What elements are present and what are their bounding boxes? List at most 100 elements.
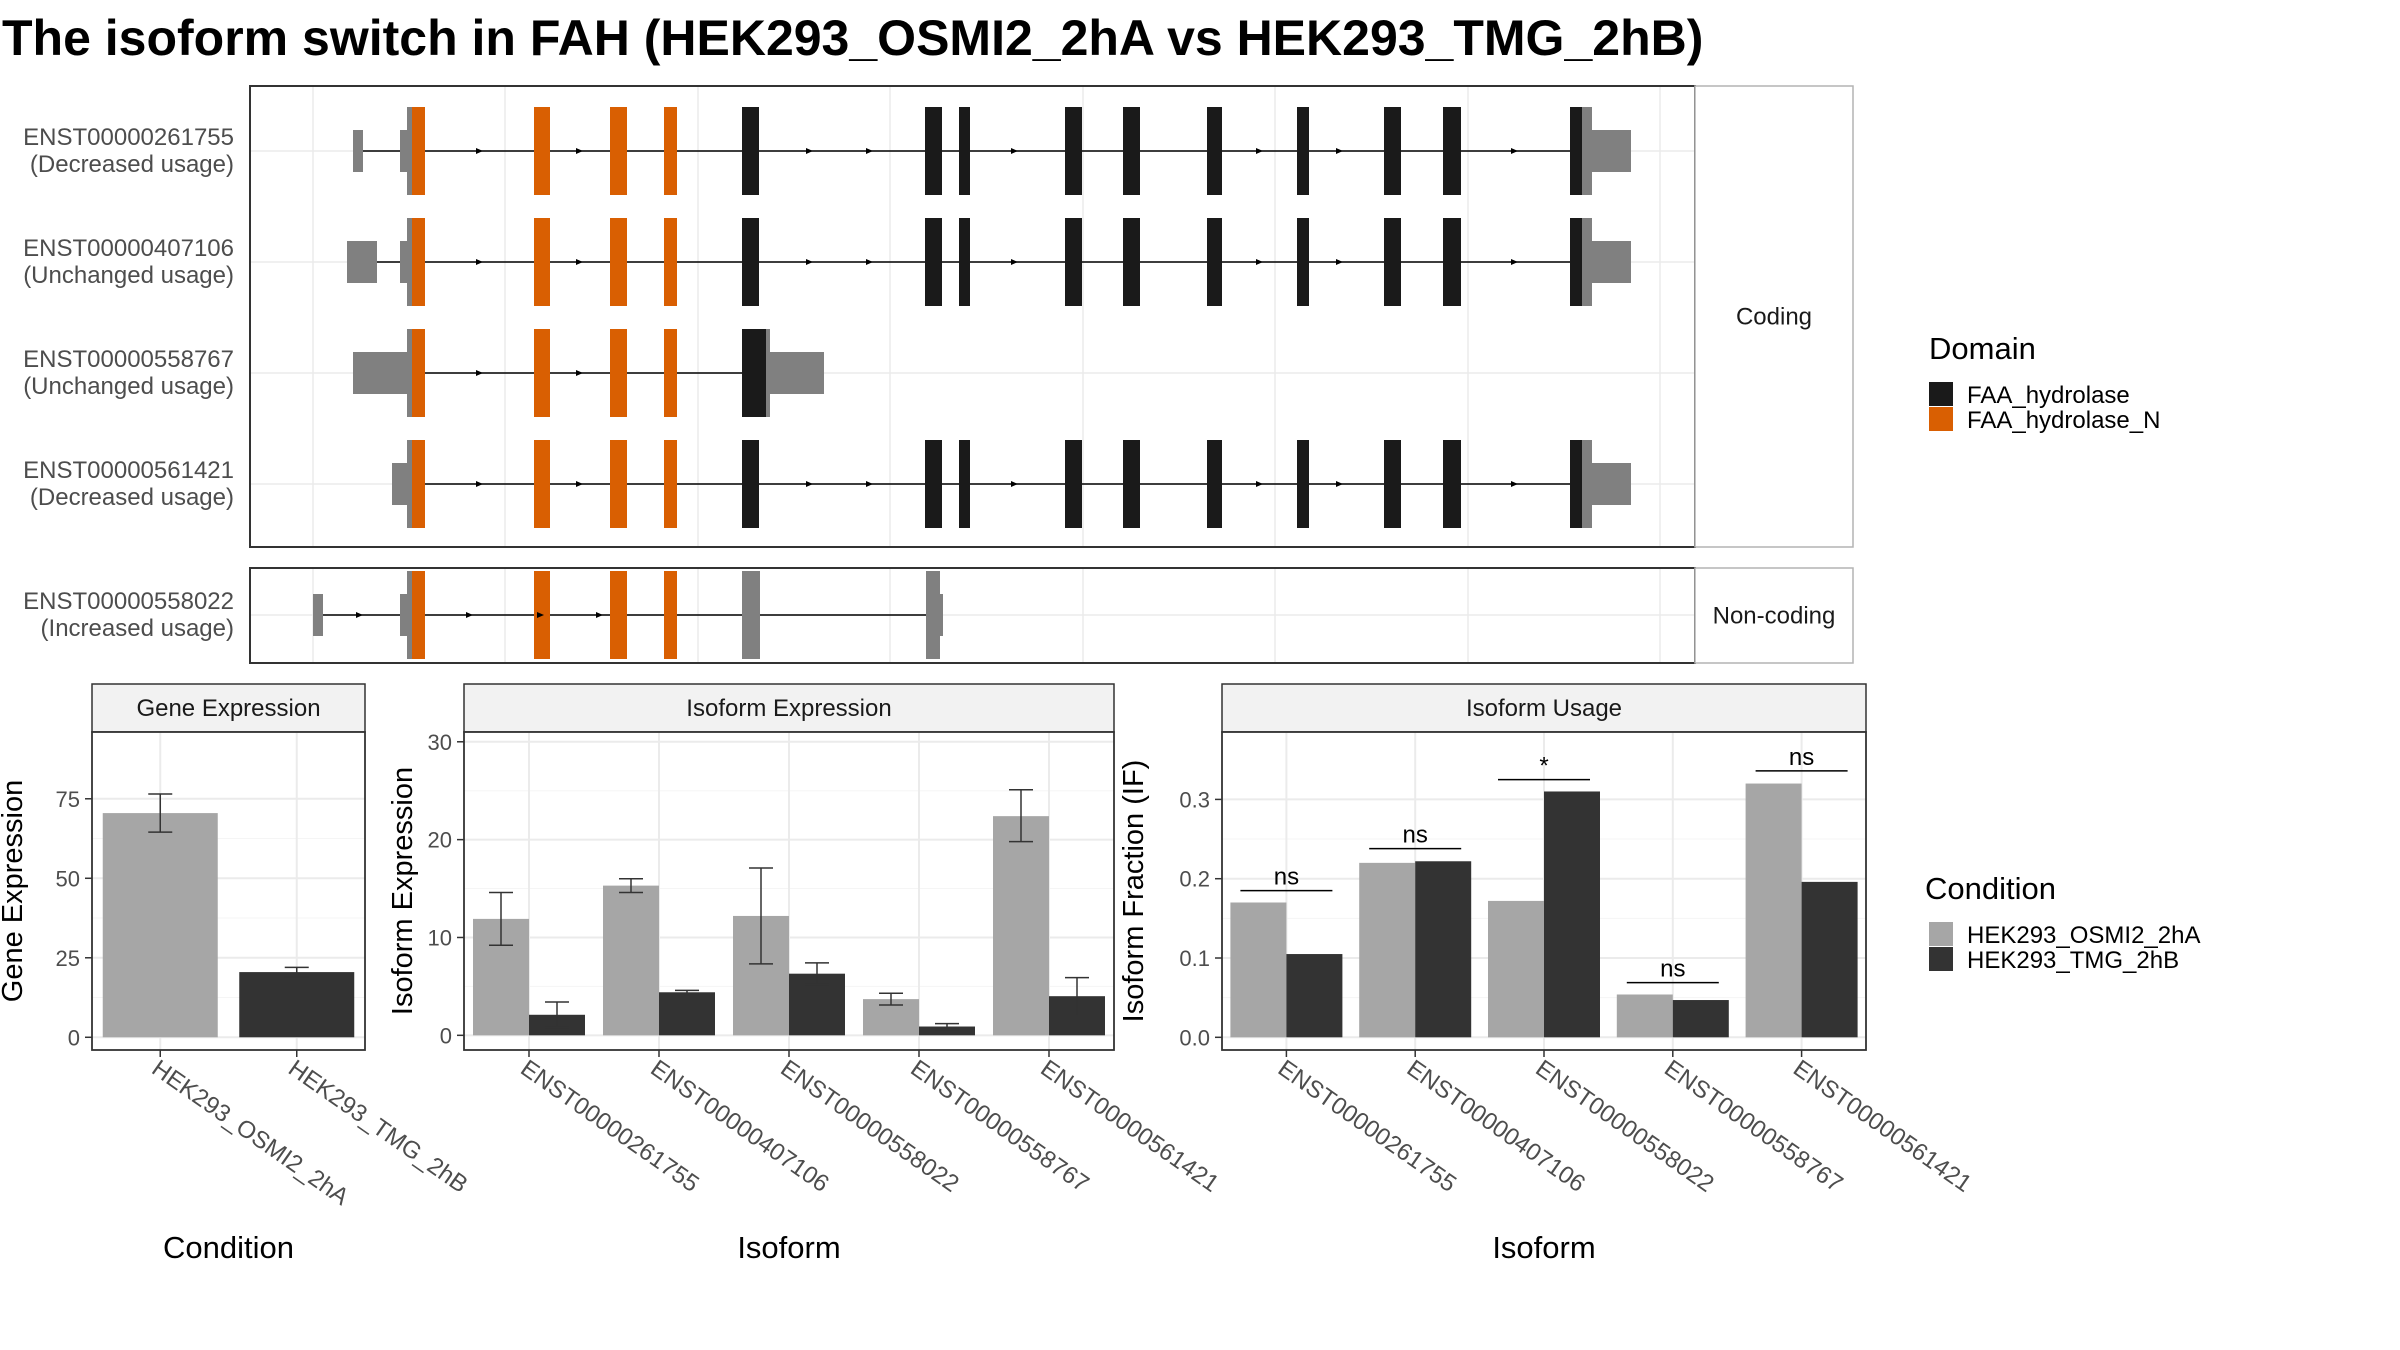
domain-FAA_hydrolase_N xyxy=(534,107,550,195)
panel-border xyxy=(463,731,1115,1051)
utr-block xyxy=(313,594,323,636)
bar xyxy=(993,816,1049,1036)
transcript-ENST00000561421 xyxy=(392,440,1631,528)
domain-FAA_hydrolase_N xyxy=(610,107,627,195)
legend-key xyxy=(1929,407,1953,431)
isoform-usage-chart: Isoform Usage0.00.10.20.3ENST00000261755… xyxy=(1118,683,1976,1265)
bar xyxy=(919,1026,975,1036)
intron-arrow xyxy=(1336,481,1343,487)
figure-title: The isoform switch in FAH (HEK293_OSMI2_… xyxy=(2,10,1703,66)
domain-FAA_hydrolase xyxy=(1384,107,1401,195)
domain-FAA_hydrolase xyxy=(1123,218,1140,306)
transcript-ENST00000558767 xyxy=(353,329,824,417)
track-usage-label: (Decreased usage) xyxy=(30,151,234,178)
transcript-ENST00000261755 xyxy=(353,107,1631,195)
utr-block xyxy=(938,594,943,636)
exon-block xyxy=(407,571,416,659)
domain-FAA_hydrolase xyxy=(959,440,970,528)
legend-title: Domain xyxy=(1929,331,2036,366)
domain-FAA_hydrolase xyxy=(1384,218,1401,306)
structure-panel-bg xyxy=(250,86,1695,547)
exon-block xyxy=(407,218,416,306)
exon-block xyxy=(926,571,940,659)
transcript-ENST00000407106 xyxy=(347,218,1631,306)
intron-arrow xyxy=(1336,148,1343,154)
bar xyxy=(1544,791,1600,1038)
domain-FAA_hydrolase xyxy=(742,329,766,417)
track-id-label: ENST00000407106 xyxy=(23,235,234,262)
utr-block xyxy=(766,352,824,394)
domain-FAA_hydrolase xyxy=(1570,218,1583,306)
domain-FAA_hydrolase xyxy=(1065,218,1082,306)
panel-strip xyxy=(1221,683,1867,733)
facet-label: Coding xyxy=(1736,304,1812,331)
y-tick-label: 30 xyxy=(428,730,452,755)
intron-arrow xyxy=(1256,259,1263,265)
panel-title: Isoform Usage xyxy=(1466,695,1622,722)
domain-FAA_hydrolase_N xyxy=(412,440,425,528)
bar xyxy=(1359,862,1416,1038)
domain-FAA_hydrolase_N xyxy=(664,107,677,195)
utr-block xyxy=(400,241,408,283)
domain-FAA_hydrolase xyxy=(1297,440,1309,528)
panel-border xyxy=(91,731,366,1051)
domain-FAA_hydrolase_N xyxy=(534,329,550,417)
y-tick-label: 0.0 xyxy=(1179,1025,1210,1050)
utr-block xyxy=(400,130,408,172)
y-tick-label: 50 xyxy=(56,866,80,891)
bar xyxy=(659,992,715,1036)
exon-block xyxy=(407,440,416,528)
bar xyxy=(1286,954,1343,1038)
panel-border xyxy=(1221,731,1867,1051)
intron-arrow xyxy=(576,481,583,487)
utr-block xyxy=(1592,241,1631,283)
domain-FAA_hydrolase_N xyxy=(664,218,677,306)
utr-block xyxy=(347,241,377,283)
bar xyxy=(102,813,218,1038)
intron-arrow xyxy=(1011,259,1018,265)
x-axis-title: Condition xyxy=(163,1230,294,1265)
domain-FAA_hydrolase xyxy=(744,218,759,306)
facet-label: Non-coding xyxy=(1713,603,1836,630)
y-tick-label: 0.1 xyxy=(1179,946,1210,971)
panel-title: Isoform Expression xyxy=(686,695,891,722)
domain-FAA_hydrolase xyxy=(1443,218,1461,306)
bar xyxy=(1230,902,1287,1038)
intron-arrow xyxy=(866,481,873,487)
significance-label: ns xyxy=(1660,956,1685,983)
domain-FAA_hydrolase_N xyxy=(610,218,627,306)
legend-label: FAA_hydrolase xyxy=(1967,382,2130,409)
legend-title: Condition xyxy=(1925,871,2056,906)
bar xyxy=(1672,1000,1729,1038)
significance-label: ns xyxy=(1274,864,1299,891)
intron-arrow xyxy=(466,612,473,618)
domain-FAA_hydrolase xyxy=(1123,440,1140,528)
facet-strip xyxy=(1694,85,1854,548)
intron-arrow xyxy=(1256,481,1263,487)
exon-block xyxy=(1582,218,1592,306)
domain-FAA_hydrolase xyxy=(959,107,970,195)
track-usage-label: (Increased usage) xyxy=(41,615,234,642)
domain-FAA_hydrolase xyxy=(744,107,759,195)
utr-block xyxy=(353,352,411,394)
y-tick-label: 75 xyxy=(56,787,80,812)
utr-block xyxy=(1592,463,1631,505)
y-tick-label: 0.3 xyxy=(1179,787,1210,812)
panel-title: Gene Expression xyxy=(136,695,320,722)
track-id-label: ENST00000558767 xyxy=(23,346,234,373)
track-usage-label: (Unchanged usage) xyxy=(23,373,234,400)
domain-FAA_hydrolase xyxy=(744,440,759,528)
y-tick-label: 0 xyxy=(68,1025,80,1050)
domain-FAA_hydrolase_N xyxy=(610,440,627,528)
transcript-ENST00000558022 xyxy=(313,571,943,659)
domain-FAA_hydrolase_N xyxy=(412,218,425,306)
utr-block xyxy=(1592,130,1631,172)
utr-block xyxy=(392,463,410,505)
y-tick-label: 0.2 xyxy=(1179,867,1210,892)
facet-strip xyxy=(1694,567,1854,664)
x-axis-title: Isoform xyxy=(1492,1230,1595,1265)
intron-arrow xyxy=(596,612,603,618)
domain-FAA_hydrolase xyxy=(1570,440,1583,528)
domain-FAA_hydrolase xyxy=(925,218,942,306)
